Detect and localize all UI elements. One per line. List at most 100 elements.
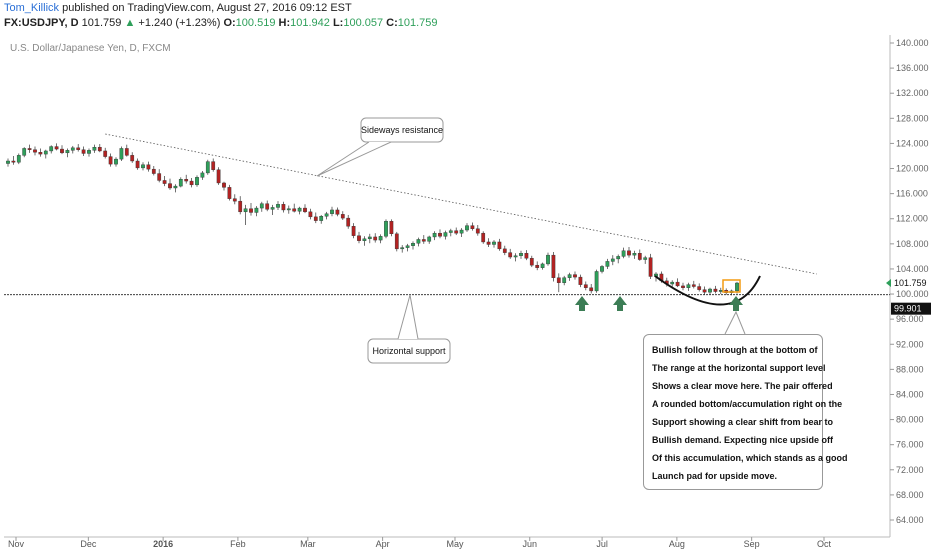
open-label: O:	[223, 17, 236, 29]
x-tick-label: 2016	[153, 539, 173, 549]
candle-body	[211, 161, 216, 170]
note-line: Shows a clear move here. The pair offere…	[652, 381, 833, 391]
support-price-badge	[891, 302, 931, 315]
close-label: C:	[386, 17, 398, 29]
candle-body	[502, 248, 507, 253]
author-link[interactable]: Tom_Killick	[4, 2, 60, 14]
candle-body	[357, 235, 361, 241]
candle-body	[432, 232, 437, 238]
price-axis[interactable]: 140.000 136.000 132.000 128.000 124.000 120.0…	[886, 38, 931, 525]
candle-body	[513, 255, 518, 258]
candle-body	[583, 284, 588, 288]
candle-body	[713, 288, 718, 292]
candle-body	[562, 277, 567, 283]
candle-body	[691, 284, 696, 287]
last-price-badge-bg	[891, 277, 931, 290]
y-tick-label: 100.000	[896, 289, 929, 299]
candle-body	[157, 173, 162, 181]
candle-body	[427, 236, 432, 242]
support-arrow-1	[575, 296, 589, 311]
publish-info: published on TradingView.com, August 27,…	[62, 2, 352, 14]
candle-body	[103, 150, 108, 157]
x-tick-label: Oct	[817, 539, 832, 549]
y-tick-label: 120.000	[896, 164, 929, 174]
note-line: Support showing a clear shift from bear …	[652, 417, 834, 427]
candle-body	[189, 180, 194, 186]
candle-body	[65, 150, 70, 154]
candle-body	[303, 207, 307, 213]
candle-body	[243, 208, 248, 213]
low-label: L:	[332, 17, 344, 29]
candle-body	[438, 232, 442, 237]
support-callout-pointer	[397, 294, 419, 340]
candle-body	[535, 264, 540, 268]
candle-body	[610, 258, 615, 262]
chart-header: Tom_Killick published on TradingView.com…	[0, 0, 932, 34]
candle-body	[675, 281, 680, 287]
candle-body	[670, 281, 675, 285]
candle-body	[276, 204, 280, 208]
candle-body	[405, 245, 410, 248]
candle-body	[486, 241, 491, 245]
candle-body	[162, 180, 167, 184]
candle-body	[238, 200, 243, 213]
y-tick-label: 76.000	[896, 440, 924, 450]
candle-body	[735, 282, 739, 292]
note-line: Bullish follow through at the bottom of	[652, 345, 818, 355]
candle-body	[205, 161, 210, 174]
candle-body	[627, 250, 631, 256]
candle-body	[362, 238, 367, 241]
candle-body	[254, 207, 259, 213]
y-tick-label: 64.000	[896, 515, 924, 525]
time-axis[interactable]: Nov Dec 2016 Feb Mar Apr May Jun Jul Aug Sep Oct	[8, 537, 832, 549]
support-callout: Horizontal support	[367, 294, 451, 364]
y-tick-label: 72.000	[896, 465, 924, 475]
candle-body	[416, 239, 421, 244]
candle-body	[492, 241, 496, 245]
candle-body	[38, 152, 43, 155]
x-tick-label: Dec	[80, 539, 97, 549]
resistance-callout-text: Sideways resistance	[361, 125, 443, 135]
last-price-pointer	[886, 279, 891, 288]
candle-body	[448, 230, 453, 233]
candle-body	[335, 209, 340, 215]
candle-body	[454, 230, 459, 234]
candle-body	[589, 287, 594, 292]
y-tick-label: 132.000	[896, 88, 929, 98]
candle-body	[173, 185, 178, 189]
candle-body	[400, 247, 405, 250]
resistance-callout-pointer	[316, 141, 392, 177]
up-arrow-icon: ▲	[124, 17, 136, 29]
candle-body	[286, 208, 291, 211]
support-arrow-2	[613, 296, 627, 311]
candle-body	[529, 258, 534, 266]
candle-body	[578, 276, 583, 285]
change-value: +1.240 (+1.23%)	[138, 17, 221, 29]
note-line: The range at the horizontal support leve…	[652, 363, 826, 373]
candle-body	[6, 160, 10, 164]
last-price: 101.759	[81, 17, 122, 29]
close-value: 101.759	[397, 17, 438, 29]
candle-body	[92, 146, 97, 151]
candle-body	[340, 214, 345, 219]
candle-body	[232, 198, 237, 202]
candle-body	[330, 209, 334, 214]
support-price-label: 99.901	[894, 304, 922, 314]
y-tick-label: 116.000	[896, 189, 928, 199]
note-line: Of this accumulation, which stands as a …	[652, 453, 848, 463]
candle-body	[178, 178, 183, 187]
analysis-note: Bullish follow through at the bottom of …	[643, 334, 848, 490]
candle-body	[11, 160, 16, 163]
candle-body	[508, 252, 513, 258]
candle-body	[292, 208, 297, 212]
x-tick-label: Mar	[300, 539, 316, 549]
candle-body	[551, 254, 556, 278]
candle-body	[81, 149, 86, 154]
candle-body	[481, 232, 486, 243]
candle-body	[459, 229, 464, 234]
candle-body	[475, 228, 480, 234]
candle-body	[681, 285, 685, 288]
support-callout-text: Horizontal support	[372, 346, 446, 356]
candle-body	[470, 225, 475, 229]
